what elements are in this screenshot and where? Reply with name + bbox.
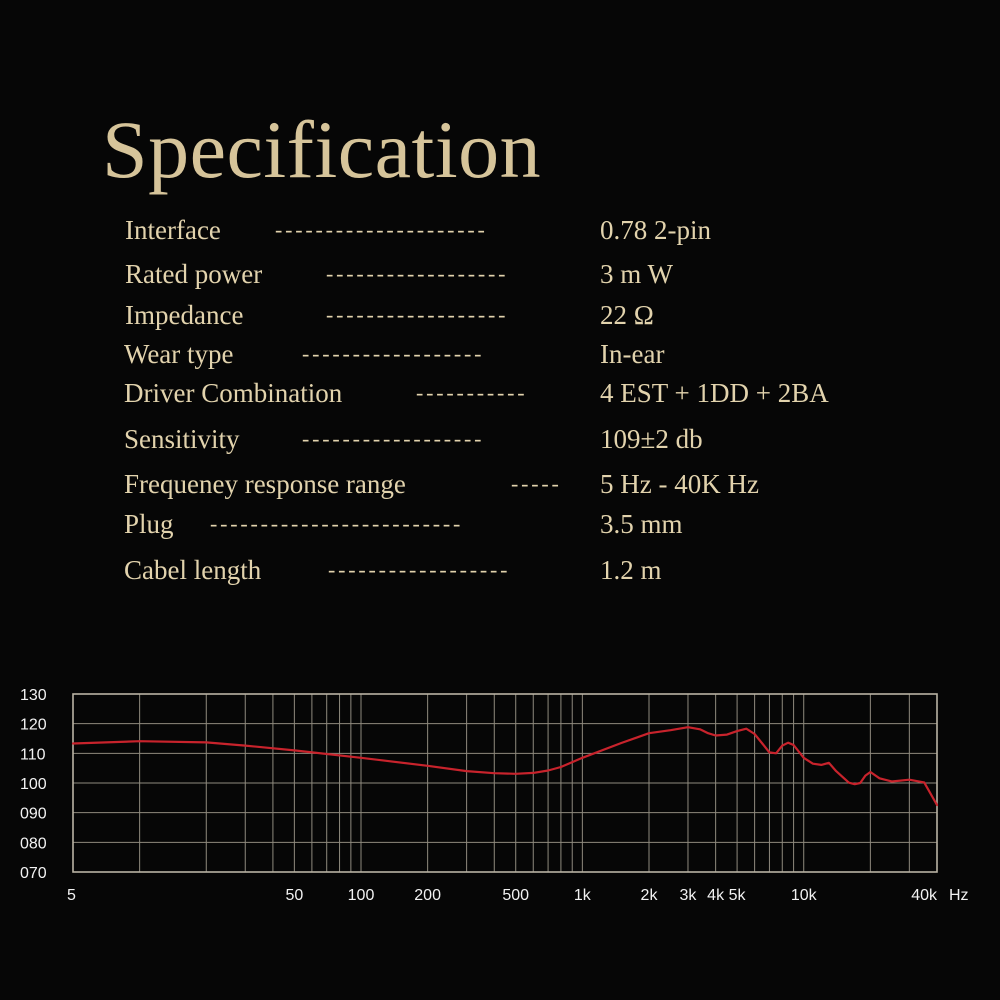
spec-value: 5 Hz - 40K Hz: [600, 469, 759, 499]
spec-value: In-ear: [600, 339, 665, 369]
spec-value: 22 Ω: [600, 300, 654, 330]
chart-grid: [73, 693, 938, 873]
spec-leader: -------------------------: [210, 511, 464, 536]
y-tick-label: 130: [20, 687, 47, 704]
spec-row-frequency-range: Frequeney response range ----- 5 Hz - 40…: [0, 467, 1000, 501]
spec-row-wear-type: Wear type ------------------ In-ear: [0, 337, 1000, 371]
spec-label: Cabel length: [124, 555, 262, 585]
y-tick-label: 100: [20, 776, 47, 793]
spec-value: 109±2 db: [600, 424, 703, 454]
spec-leader: ------------------: [326, 302, 509, 327]
x-tick-label: 4k: [707, 887, 725, 904]
y-tick-label: 120: [20, 717, 47, 734]
spec-value: 3 m W: [600, 259, 673, 289]
spec-leader: ------------------: [326, 261, 509, 286]
spec-label: Driver Combination: [124, 378, 343, 408]
x-tick-label: 1k: [574, 887, 592, 904]
plot-frame: [72, 693, 938, 873]
page-title: Specification: [102, 104, 542, 195]
spec-row-rated-power: Rated power ------------------ 3 m W: [0, 257, 1000, 291]
spec-row-interface: Interface --------------------- 0.78 2-p…: [0, 213, 1000, 247]
spec-value: 0.78 2-pin: [600, 215, 711, 245]
x-tick-label: 50: [285, 887, 303, 904]
spec-label: Wear type: [124, 339, 234, 369]
spec-value: 1.2 m: [600, 555, 662, 585]
spec-label: Sensitivity: [124, 424, 240, 454]
spec-leader: ---------------------: [275, 217, 488, 242]
x-tick-label: 5k: [729, 887, 747, 904]
x-tick-label: 2k: [641, 887, 659, 904]
x-tick-label: 500: [502, 887, 529, 904]
x-tick-label: 3k: [680, 887, 698, 904]
x-axis-ticks: 5 50 100 200 500 1k 2k 3k 4k 5k 10k 40k Hz: [67, 887, 969, 904]
spec-row-impedance: Impedance ------------------ 22 Ω: [0, 298, 1000, 332]
spec-row-driver-combination: Driver Combination ----------- 4 EST + 1…: [0, 376, 1000, 410]
x-tick-label: 200: [414, 887, 441, 904]
x-tick-label: 100: [348, 887, 375, 904]
spec-row-sensitivity: Sensitivity ------------------ 109±2 db: [0, 422, 1000, 456]
spec-value: 4 EST + 1DD + 2BA: [600, 378, 829, 408]
spec-label: Frequeney response range: [124, 469, 406, 499]
x-tick-label: 10k: [791, 887, 818, 904]
spec-row-plug: Plug ------------------------- 3.5 mm: [0, 507, 1000, 541]
y-tick-label: 070: [20, 865, 47, 882]
series-line: [71, 726, 939, 807]
y-tick-label: 080: [20, 835, 47, 852]
x-tick-label: 5: [67, 887, 76, 904]
spec-leader: ------------------: [302, 426, 485, 451]
y-axis-ticks: 070 080 090 100 110 120 130: [20, 687, 47, 882]
y-tick-label: 090: [20, 806, 47, 823]
y-tick-label: 110: [20, 746, 46, 763]
spec-label: Interface: [125, 215, 221, 245]
spec-value: 3.5 mm: [600, 509, 683, 539]
x-unit-label: Hz: [949, 887, 969, 904]
spec-row-cable-length: Cabel length ------------------ 1.2 m: [0, 553, 1000, 587]
chart-series: [71, 726, 939, 807]
spec-leader: ------------------: [328, 557, 511, 582]
x-tick-label: 40k: [911, 887, 938, 904]
spec-leader: -----------: [416, 380, 528, 405]
spec-leader: ------------------: [302, 341, 485, 366]
spec-label: Plug: [124, 509, 174, 539]
spec-label: Impedance: [125, 300, 244, 330]
spec-label: Rated power: [125, 259, 263, 289]
spec-leader: -----: [511, 471, 562, 496]
frequency-response-chart: 070 080 090 100 110 120 130 5 50 100 200 500 1k 2k 3k…: [20, 687, 969, 904]
